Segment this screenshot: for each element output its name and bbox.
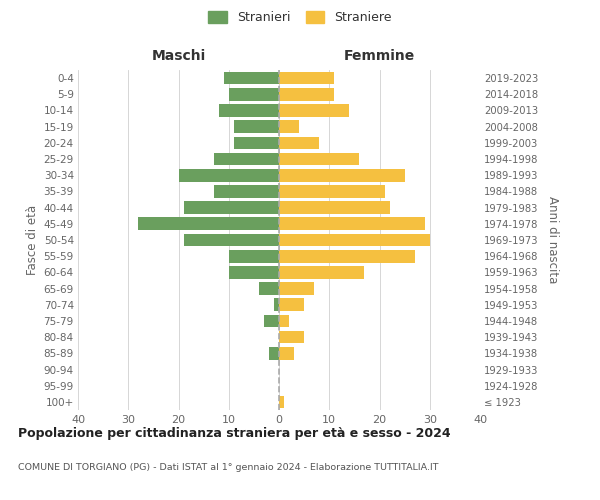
Bar bbox=[259, 282, 279, 295]
Bar bbox=[279, 169, 404, 181]
Bar bbox=[279, 298, 304, 311]
Bar bbox=[179, 169, 279, 181]
Bar bbox=[279, 104, 349, 117]
Bar bbox=[229, 266, 279, 278]
Bar bbox=[229, 88, 279, 101]
Y-axis label: Anni di nascita: Anni di nascita bbox=[545, 196, 559, 284]
Text: Maschi: Maschi bbox=[151, 49, 206, 63]
Bar bbox=[279, 266, 364, 278]
Bar bbox=[234, 136, 279, 149]
Text: Femmine: Femmine bbox=[344, 49, 415, 63]
Bar bbox=[279, 282, 314, 295]
Bar bbox=[279, 136, 319, 149]
Bar bbox=[279, 347, 294, 360]
Bar bbox=[184, 234, 279, 246]
Bar bbox=[279, 234, 430, 246]
Legend: Stranieri, Straniere: Stranieri, Straniere bbox=[208, 11, 392, 24]
Bar bbox=[214, 185, 279, 198]
Bar bbox=[279, 218, 425, 230]
Bar bbox=[279, 120, 299, 133]
Bar bbox=[279, 202, 389, 214]
Bar bbox=[218, 104, 279, 117]
Text: COMUNE DI TORGIANO (PG) - Dati ISTAT al 1° gennaio 2024 - Elaborazione TUTTITALI: COMUNE DI TORGIANO (PG) - Dati ISTAT al … bbox=[18, 462, 439, 471]
Bar bbox=[234, 120, 279, 133]
Bar bbox=[279, 250, 415, 262]
Bar bbox=[138, 218, 279, 230]
Bar bbox=[214, 152, 279, 166]
Bar bbox=[279, 185, 385, 198]
Y-axis label: Fasce di età: Fasce di età bbox=[26, 205, 40, 275]
Bar bbox=[274, 298, 279, 311]
Bar bbox=[279, 396, 284, 408]
Bar bbox=[269, 347, 279, 360]
Text: Popolazione per cittadinanza straniera per età e sesso - 2024: Popolazione per cittadinanza straniera p… bbox=[18, 428, 451, 440]
Bar bbox=[279, 152, 359, 166]
Bar bbox=[184, 202, 279, 214]
Bar bbox=[279, 314, 289, 328]
Bar bbox=[279, 331, 304, 344]
Bar bbox=[229, 250, 279, 262]
Bar bbox=[224, 72, 279, 85]
Bar bbox=[264, 314, 279, 328]
Bar bbox=[279, 72, 334, 85]
Bar bbox=[279, 88, 334, 101]
